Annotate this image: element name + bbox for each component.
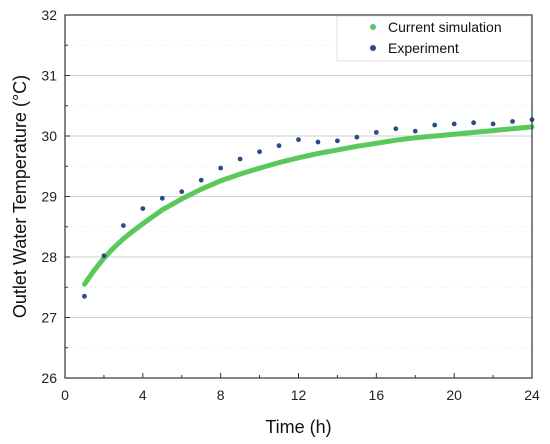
legend-label-current-simulation: Current simulation xyxy=(388,19,502,35)
experiment-point xyxy=(237,156,243,162)
y-tick-label: 29 xyxy=(41,189,57,205)
experiment-point xyxy=(412,128,418,134)
y-tick-label: 30 xyxy=(41,128,57,144)
experiment-point xyxy=(471,120,477,126)
legend-box xyxy=(336,15,532,62)
experiment-point xyxy=(101,253,107,259)
legend-marker-experiment xyxy=(370,45,376,51)
x-axis-title: Time (h) xyxy=(265,417,331,437)
experiment-point xyxy=(276,143,282,149)
y-tick-label: 32 xyxy=(41,7,57,23)
experiment-series xyxy=(82,117,535,299)
simulation-line xyxy=(82,124,535,287)
experiment-point xyxy=(354,134,360,140)
y-tick-label: 31 xyxy=(41,68,57,84)
y-axis-title: Outlet Water Temperature (°C) xyxy=(10,75,30,318)
experiment-point xyxy=(159,195,165,201)
x-tick-label: 24 xyxy=(524,387,540,403)
experiment-point xyxy=(315,139,321,145)
experiment-point xyxy=(218,165,224,171)
y-tick-label: 26 xyxy=(41,370,57,386)
experiment-point xyxy=(510,119,515,124)
experiment-point xyxy=(179,189,185,195)
experiment-point xyxy=(140,206,146,212)
experiment-point xyxy=(451,121,457,127)
legend-label-experiment: Experiment xyxy=(388,40,459,56)
experiment-point xyxy=(432,122,438,128)
axis-ticks: 26 27 28 29 30 31 32 0 4 8 12 16 20 24 xyxy=(41,7,540,403)
x-tick-label: 0 xyxy=(61,387,69,403)
simulation-series xyxy=(82,124,535,287)
grid-lines xyxy=(65,44,532,349)
experiment-point xyxy=(198,177,204,183)
x-tick-label: 8 xyxy=(217,387,225,403)
experiment-point xyxy=(257,149,262,155)
experiment-point xyxy=(82,293,87,299)
legend-marker-current-simulation xyxy=(370,24,376,30)
experiment-point xyxy=(393,126,399,132)
y-tick-label: 28 xyxy=(41,249,57,265)
legend: Current simulation Experiment xyxy=(336,15,532,62)
experiment-point xyxy=(335,138,340,144)
experiment-point xyxy=(296,137,301,143)
y-tick-label: 27 xyxy=(41,310,57,326)
x-tick-label: 16 xyxy=(369,387,385,403)
x-tick-label: 4 xyxy=(139,387,147,403)
experiment-point xyxy=(373,129,379,135)
experiment-point xyxy=(120,223,126,228)
x-tick-label: 20 xyxy=(446,387,462,403)
x-tick-label: 12 xyxy=(291,387,307,403)
experiment-point xyxy=(490,121,496,127)
